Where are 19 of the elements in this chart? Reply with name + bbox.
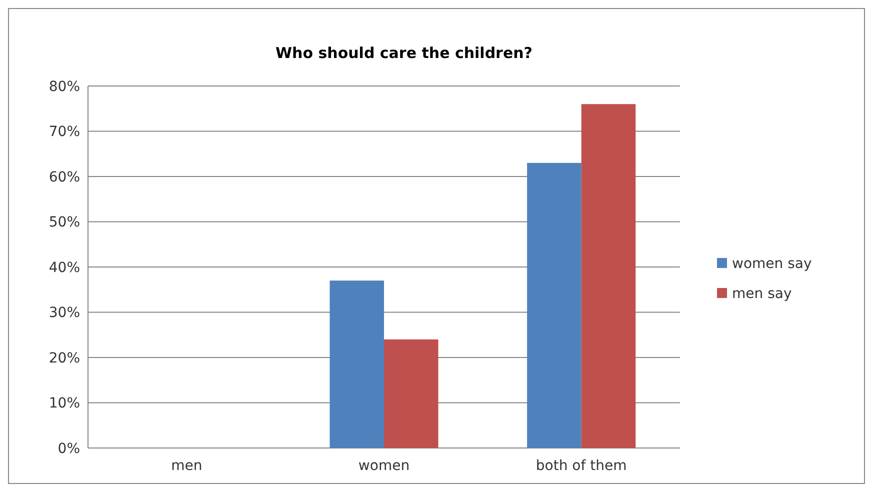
y-tick-label: 70%	[48, 124, 80, 140]
y-tick-label: 30%	[48, 305, 80, 322]
y-tick-label: 50%	[48, 214, 80, 231]
legend-label: women say	[732, 256, 812, 272]
y-tick-label: 0%	[58, 440, 80, 457]
x-tick-label: both of them	[536, 458, 627, 474]
x-tick-label: women	[358, 458, 410, 474]
bar	[581, 104, 636, 448]
legend-label: men say	[732, 286, 792, 302]
y-tick-label: 60%	[48, 169, 80, 186]
x-tick-label: men	[171, 458, 202, 474]
chart-title: Who should care the children?	[275, 44, 533, 62]
bar	[527, 162, 582, 448]
y-tick-label: 40%	[48, 260, 80, 276]
y-tick-label: 10%	[48, 396, 80, 412]
bar	[330, 280, 384, 448]
y-tick-label: 20%	[48, 350, 80, 366]
y-tick-label: 80%	[48, 78, 80, 95]
bar	[384, 339, 438, 448]
